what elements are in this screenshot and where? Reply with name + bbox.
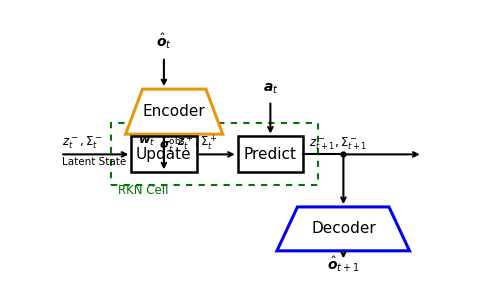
Text: $\hat{\boldsymbol{o}}_t$: $\hat{\boldsymbol{o}}_t$ [156,32,172,51]
Text: Update: Update [136,147,192,162]
Text: $z_t^+, \Sigma_t^+$: $z_t^+, \Sigma_t^+$ [177,133,217,152]
FancyBboxPatch shape [131,136,197,172]
Text: Latent State: Latent State [62,157,126,166]
Text: RKN Cell: RKN Cell [118,184,169,197]
Text: $\boldsymbol{w}_t$: $\boldsymbol{w}_t$ [138,135,156,148]
Text: Predict: Predict [244,147,297,162]
Polygon shape [277,207,410,251]
Text: $z_{t+1}^-, \Sigma_{t+1}^-$: $z_{t+1}^-, \Sigma_{t+1}^-$ [308,136,367,152]
Text: $z_t^-, \Sigma_t^-$: $z_t^-, \Sigma_t^-$ [62,134,103,151]
Text: $\boldsymbol{\sigma}_t^{\mathrm{obs}}$: $\boldsymbol{\sigma}_t^{\mathrm{obs}}$ [159,135,186,155]
FancyBboxPatch shape [238,136,303,172]
Text: Encoder: Encoder [143,104,205,119]
Text: $\boldsymbol{a}_t$: $\boldsymbol{a}_t$ [263,82,278,96]
Text: $\hat{\boldsymbol{o}}_{t+1}$: $\hat{\boldsymbol{o}}_{t+1}$ [327,254,360,274]
Text: Decoder: Decoder [311,221,376,236]
Polygon shape [126,89,223,134]
